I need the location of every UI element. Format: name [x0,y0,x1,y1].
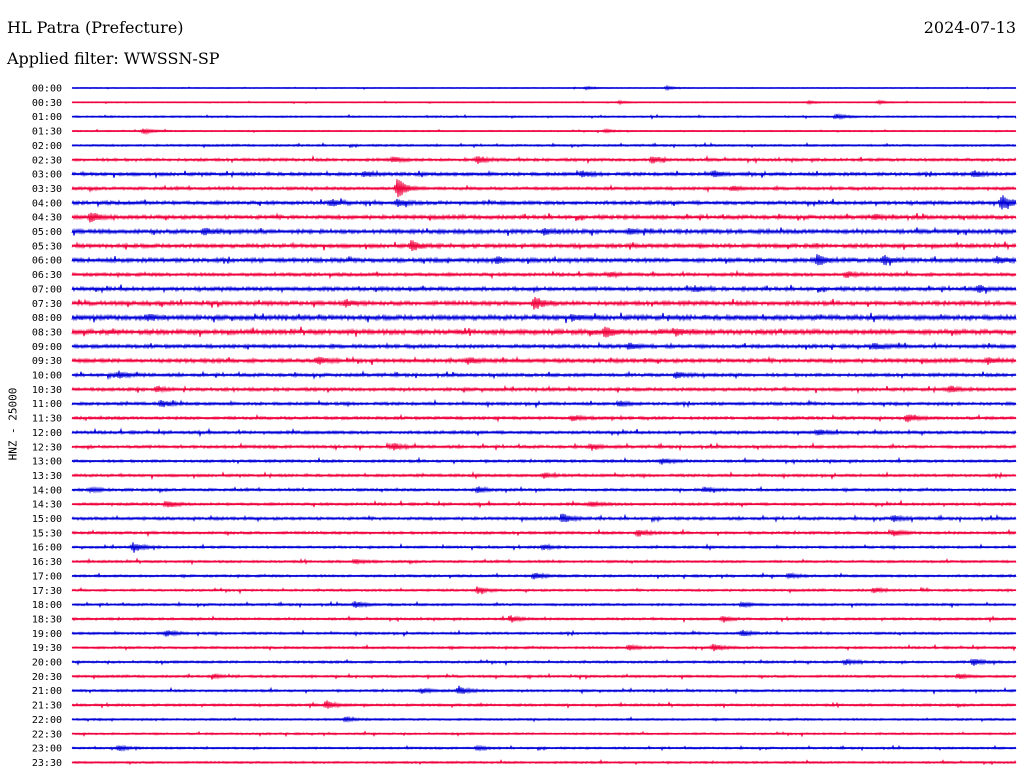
row-time-label: 09:00 [32,342,62,353]
row-time-label: 03:00 [32,170,62,181]
row-time-label: 21:00 [32,686,62,697]
row-time-label: 20:00 [32,658,62,669]
row-time-label: 00:00 [32,84,62,95]
filter-label: Applied filter: WWSSN-SP [7,49,220,68]
row-time-label: 11:00 [32,399,62,410]
row-time-label: 10:30 [32,385,62,396]
row-time-label: 23:30 [32,758,62,769]
row-time-label: 16:00 [32,543,62,554]
row-time-label: 19:30 [32,643,62,654]
row-time-label: 04:30 [32,213,62,224]
row-time-label: 13:30 [32,471,62,482]
row-time-label: 01:30 [32,127,62,138]
row-time-label: 10:00 [32,371,62,382]
record-date: 2024-07-13 [923,18,1016,37]
row-time-label: 12:30 [32,442,62,453]
row-time-label: 17:00 [32,571,62,582]
trace-line [71,685,1017,695]
row-time-label: 14:00 [32,485,62,496]
row-time-label: 04:00 [32,198,62,209]
row-time-label: 18:30 [32,614,62,625]
row-time-label: 17:30 [32,586,62,597]
row-time-label: 19:00 [32,629,62,640]
row-time-label: 11:30 [32,414,62,425]
row-time-label: 16:30 [32,557,62,568]
row-time-label: 01:00 [32,112,62,123]
row-time-label: 05:00 [32,227,62,238]
row-time-label: 20:30 [32,672,62,683]
row-time-label: 05:30 [32,241,62,252]
row-time-label: 08:30 [32,327,62,338]
row-time-label: 22:30 [32,729,62,740]
row-time-label: 15:30 [32,528,62,539]
row-time-label: 18:00 [32,600,62,611]
row-time-label: 02:00 [32,141,62,152]
station-name: HL Patra (Prefecture) [7,18,184,37]
row-time-label: 22:00 [32,715,62,726]
row-time-label: 13:00 [32,457,62,468]
row-time-label: 23:00 [32,744,62,755]
row-time-label: 07:30 [32,299,62,310]
row-time-label: 14:30 [32,500,62,511]
row-time-label: 15:00 [32,514,62,525]
row-time-label: 09:30 [32,356,62,367]
row-time-label: 00:30 [32,98,62,109]
row-time-label: 07:00 [32,284,62,295]
row-time-label: 06:00 [32,256,62,267]
row-time-label: 06:30 [32,270,62,281]
row-time-label: 08:00 [32,313,62,324]
row-time-label: 02:30 [32,155,62,166]
row-time-label: 12:00 [32,428,62,439]
row-time-label: 03:30 [32,184,62,195]
row-time-label: 21:30 [32,701,62,712]
